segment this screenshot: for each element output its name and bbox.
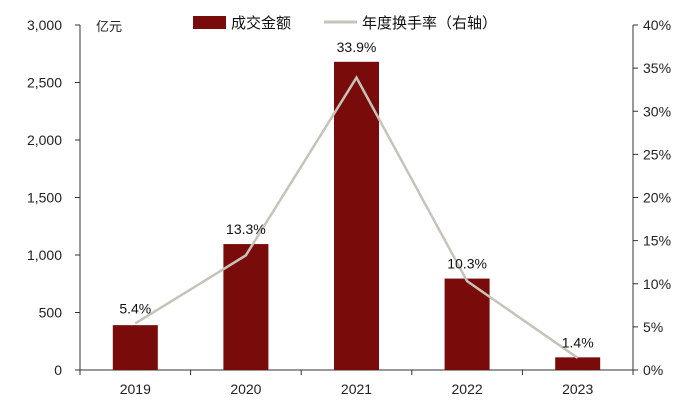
y-right-tick-label: 35%: [643, 60, 671, 76]
axes: 0 500 1,000 1,500 2,000 2,500 3,000 0% 5% 10% 15% 2…: [27, 17, 671, 397]
bar-2019: [112, 325, 158, 370]
legend: 成交金额 年度换手率（右轴）: [193, 14, 497, 32]
x-tick-label: 2022: [452, 381, 483, 397]
y-right-tick-label: 25%: [643, 146, 671, 162]
y-left-tick-label: 2,500: [27, 75, 62, 91]
y-right-tick-label: 15%: [643, 233, 671, 249]
legend-bar-swatch: [193, 16, 226, 29]
turnover-line: [134, 75, 579, 359]
y-left-tick-label: 2,000: [27, 132, 62, 148]
y-right-tick-label: 20%: [643, 190, 671, 206]
y-left-tick-label: 500: [39, 305, 63, 321]
x-tick-label: 2023: [562, 381, 593, 397]
bar-2023: [555, 357, 601, 370]
y-right-tick-label: 5%: [643, 319, 663, 335]
x-tick-label: 2020: [230, 381, 261, 397]
turnover-line-path: [134, 75, 579, 359]
data-label-2022: 10.3%: [447, 256, 487, 272]
legend-line-label: 年度换手率（右轴）: [362, 14, 497, 32]
y-right-tick-label: 30%: [643, 103, 671, 119]
data-label-2020: 13.3%: [226, 221, 266, 237]
y-right-tick-label: 40%: [643, 17, 671, 33]
data-label-2023: 1.4%: [562, 334, 594, 350]
legend-bar-label: 成交金额: [231, 14, 291, 32]
bar-2022: [444, 278, 490, 370]
data-labels: 5.4% 13.3% 33.9% 10.3% 1.4%: [119, 39, 593, 351]
y-axis-unit-label: 亿元: [96, 20, 122, 35]
y-left-tick-label: 1,500: [27, 190, 62, 206]
data-label-2019: 5.4%: [119, 300, 151, 316]
bar-2020: [223, 244, 269, 370]
y-left-tick-label: 3,000: [27, 17, 62, 33]
y-left-tick-label: 0: [54, 362, 62, 378]
y-right-tick-label: 10%: [643, 276, 671, 292]
x-tick-label: 2021: [341, 381, 372, 397]
data-label-2021: 33.9%: [337, 39, 377, 55]
bars: [112, 61, 601, 371]
y-left-tick-label: 1,000: [27, 247, 62, 263]
y-right-tick-label: 0%: [643, 362, 663, 378]
bar-2021: [334, 61, 379, 371]
x-tick-label: 2019: [120, 381, 151, 397]
